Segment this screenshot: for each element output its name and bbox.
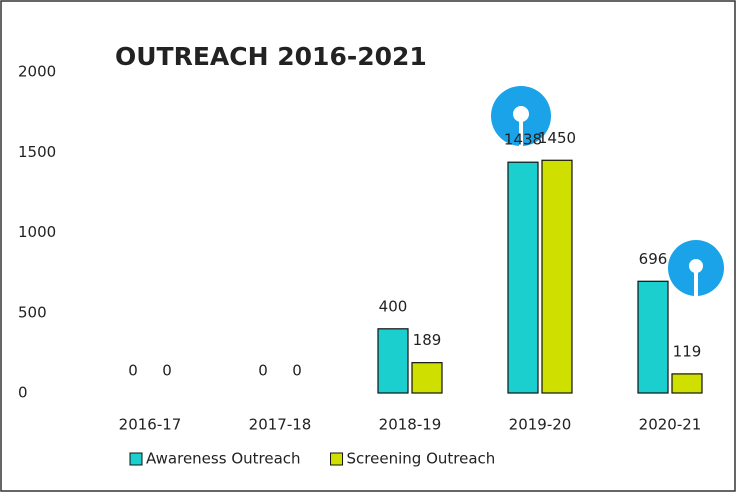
x-tick-label: 2018-19 <box>379 416 442 434</box>
data-label: 0 <box>162 362 172 380</box>
x-tick-label: 2017-18 <box>249 416 312 434</box>
legend-label: Screening Outreach <box>347 450 496 468</box>
bar <box>507 161 539 394</box>
bar <box>541 159 573 394</box>
x-tick-label: 2016-17 <box>119 416 182 434</box>
data-label: 1450 <box>538 129 576 147</box>
bar <box>377 328 409 394</box>
y-tick-label: 1000 <box>18 223 56 241</box>
legend-label: Awareness Outreach <box>146 450 301 468</box>
data-label: 0 <box>128 362 138 380</box>
y-tick-label: 2000 <box>18 63 56 81</box>
x-tick-label: 2020-21 <box>639 416 702 434</box>
legend-swatch <box>129 452 143 466</box>
data-label: 119 <box>673 342 702 360</box>
bar <box>637 280 669 394</box>
y-tick-label: 500 <box>18 303 47 321</box>
y-tick-label: 1500 <box>18 143 56 161</box>
marks: 0 500 1000 1500 2000 2016-17 0 0 2017-18 0 0 2018-1… <box>18 63 703 468</box>
data-label: 189 <box>413 331 442 349</box>
data-label: 0 <box>258 362 268 380</box>
bar <box>671 373 703 394</box>
bar <box>411 362 443 394</box>
logo <box>668 240 724 296</box>
data-label: 400 <box>379 297 408 315</box>
legend-swatch <box>330 452 344 466</box>
data-label: 1438 <box>504 131 542 149</box>
data-label: 0 <box>292 362 302 380</box>
y-tick-label: 0 <box>18 384 28 402</box>
chart-title: OUTREACH 2016-2021 <box>115 42 427 71</box>
logo <box>491 86 551 146</box>
data-label: 696 <box>639 250 668 268</box>
x-tick-label: 2019-20 <box>509 416 572 434</box>
